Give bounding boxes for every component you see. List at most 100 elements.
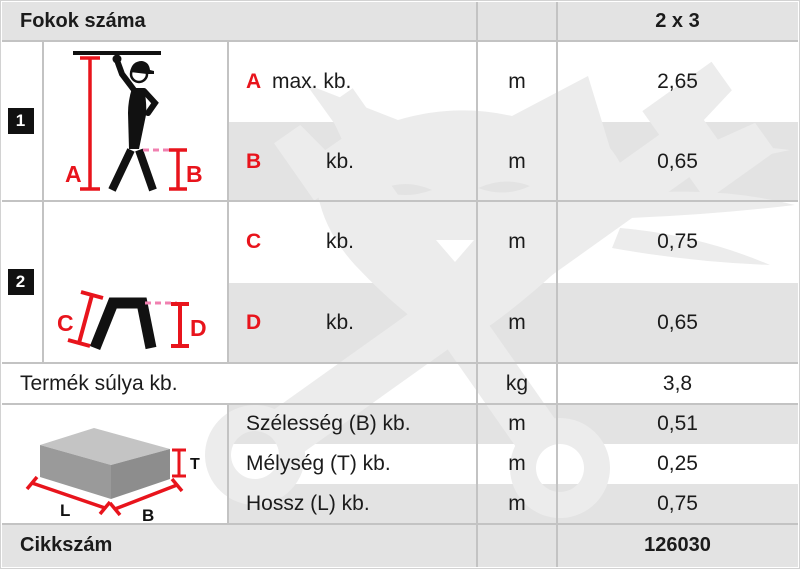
divider-line (42, 41, 44, 363)
row-a-label-cell: A max. kb. (228, 41, 477, 122)
header-unit-cell (477, 2, 557, 41)
width-label-cell: Szélesség (B) kb. (228, 404, 477, 444)
weight-unit-cell: kg (477, 363, 557, 404)
row-a-unit: m (508, 69, 526, 93)
ceiling-line (73, 51, 161, 55)
row-d-unit: m (508, 311, 526, 334)
length-value: 0,75 (657, 492, 698, 515)
dim-label-bx: B (142, 506, 154, 524)
header-row-title-cell: Fokok száma (2, 2, 477, 41)
dim-label-d: D (190, 315, 207, 341)
weight-value-cell: 3,8 (557, 363, 798, 404)
divider-line (2, 200, 798, 202)
box-diagram-cell: L B T (2, 404, 228, 524)
section1-diagram-cell: A B (43, 41, 228, 201)
length-value-cell: 0,75 (557, 484, 798, 524)
divider-line (2, 523, 798, 525)
row-d-unit-cell: m (477, 283, 557, 363)
divider-line (556, 2, 558, 567)
row-b-label: kb. (326, 149, 355, 173)
dim-label-t: T (190, 456, 200, 473)
depth-label-cell: Mélység (T) kb. (228, 444, 477, 484)
weight-label-cell: Termék súlya kb. (2, 363, 477, 404)
width-label: Szélesség (B) kb. (246, 412, 411, 435)
dim-line-d (171, 302, 189, 348)
divider-line (227, 404, 229, 524)
depth-value: 0,25 (657, 452, 698, 475)
badge-1: 1 (7, 108, 34, 134)
row-c-unit-cell: m (477, 201, 557, 283)
steps-count-value: 2 x 3 (655, 10, 700, 32)
length-label: Hossz (L) kb. (246, 492, 370, 515)
divider-line (2, 403, 798, 405)
dim-line-c (67, 290, 104, 348)
row-a-value-cell: 2,65 (557, 41, 798, 122)
aframe-shape (89, 297, 157, 351)
article-number-label: Cikkszám (20, 534, 113, 556)
dim-line-bx (108, 477, 184, 517)
width-value-cell: 0,51 (557, 404, 798, 444)
dim-line-a (80, 56, 100, 191)
article-number-value: 126030 (644, 534, 711, 556)
badge-2: 2 (7, 269, 34, 295)
depth-value-cell: 0,25 (557, 444, 798, 484)
weight-label: Termék súlya kb. (20, 371, 178, 395)
width-value: 0,51 (657, 412, 698, 435)
divider-line (2, 362, 798, 364)
footer-unit-cell (477, 524, 557, 567)
section1-badge-cell: 1 (2, 41, 43, 201)
row-c-label: kb. (326, 230, 355, 253)
row-c-letter: C (246, 230, 262, 253)
box-dimensions-diagram: L B T (25, 428, 200, 524)
dim-label-l: L (60, 501, 70, 520)
dim-line-l (25, 475, 112, 516)
row-a-unit-cell: m (477, 41, 557, 122)
section2-badge-cell: 2 (2, 201, 43, 363)
divider-line (2, 40, 798, 42)
row-b-unit-cell: m (477, 122, 557, 201)
dim-label-b: B (186, 161, 203, 187)
depth-unit: m (508, 452, 526, 475)
dim-label-c: C (57, 310, 74, 336)
row-d-value: 0,65 (657, 311, 698, 334)
row-c-label-cell: C kb. (228, 201, 477, 283)
footer-label-cell: Cikkszám (2, 524, 477, 567)
row-c-unit: m (508, 230, 526, 253)
row-a-value: 2,65 (657, 69, 698, 93)
header-value-cell: 2 x 3 (557, 2, 798, 41)
length-label-cell: Hossz (L) kb. (228, 484, 477, 524)
length-unit-cell: m (477, 484, 557, 524)
section2-diagram-cell: C D (43, 201, 228, 363)
person-figure (112, 54, 159, 149)
row-c-value-cell: 0,75 (557, 201, 798, 283)
page-title: Fokok száma (20, 10, 146, 32)
row-b-unit: m (508, 149, 526, 173)
weight-value: 3,8 (662, 371, 693, 395)
row-d-letter: D (246, 311, 262, 334)
row-b-letter: B (246, 149, 262, 173)
divider-line (476, 2, 478, 567)
footer-value-cell: 126030 (557, 524, 798, 567)
dim-line-t (172, 448, 186, 478)
depth-unit-cell: m (477, 444, 557, 484)
stepladder-shape (108, 148, 157, 192)
row-a-label: max. kb. (272, 69, 352, 93)
dim-label-a: A (65, 161, 82, 187)
length-unit: m (508, 492, 526, 515)
box-3d-shape (40, 428, 170, 499)
width-unit-cell: m (477, 404, 557, 444)
row-b-value: 0,65 (657, 149, 698, 173)
row-b-label-cell: B kb. (228, 122, 477, 201)
ladder-height-diagram: A B (65, 51, 203, 192)
dim-line-b (169, 148, 187, 191)
row-b-value-cell: 0,65 (557, 122, 798, 201)
depth-label: Mélység (T) kb. (246, 452, 391, 475)
divider-line (227, 41, 229, 363)
aframe-width-diagram: C D (57, 290, 207, 351)
row-a-letter: A (246, 69, 262, 93)
weight-unit: kg (505, 371, 529, 395)
row-c-value: 0,75 (657, 230, 698, 253)
row-d-label: kb. (326, 311, 355, 334)
